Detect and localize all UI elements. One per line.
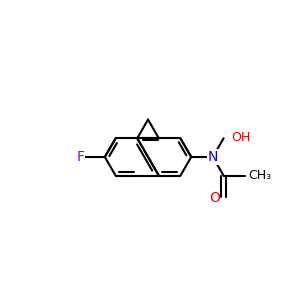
Text: N: N <box>208 150 218 164</box>
Text: OH: OH <box>232 131 251 144</box>
Text: CH₃: CH₃ <box>248 169 271 182</box>
Text: F: F <box>76 150 84 164</box>
Text: O: O <box>209 191 220 205</box>
